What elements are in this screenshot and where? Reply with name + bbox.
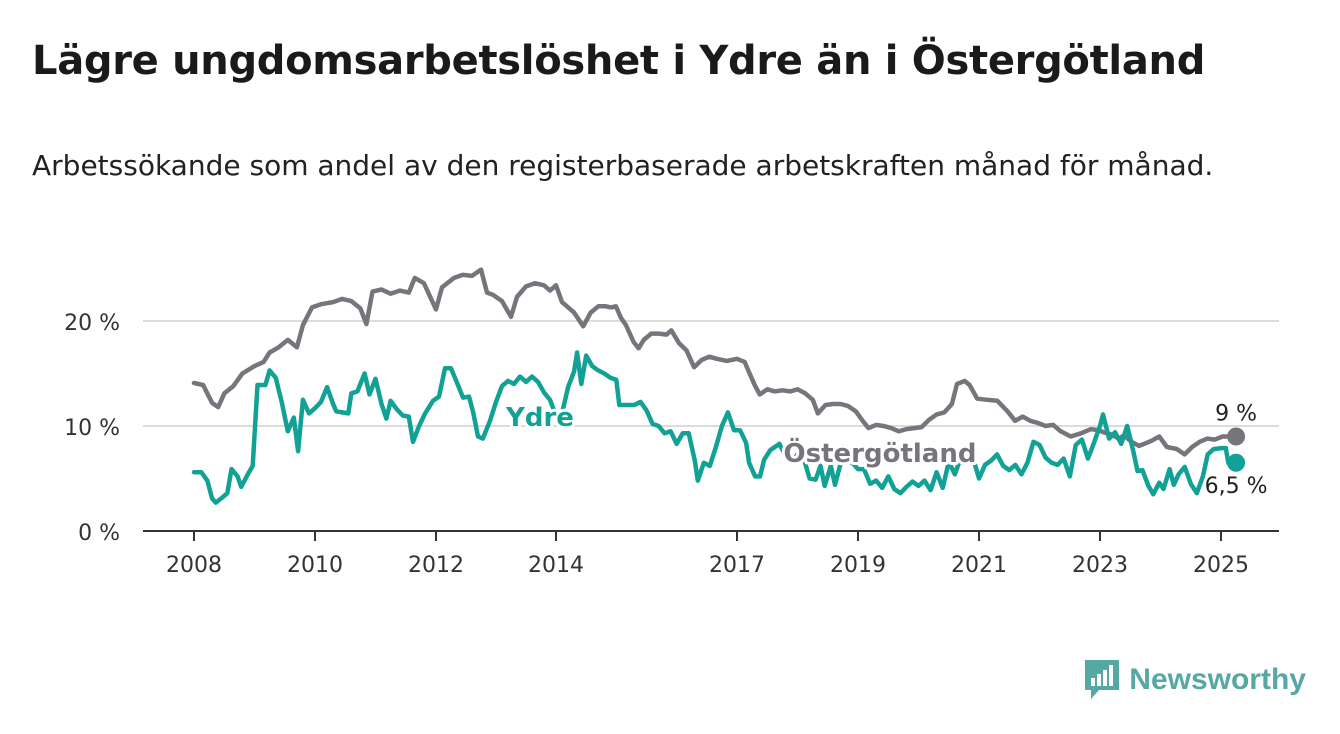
ostergotland-end-marker [1227,427,1246,446]
bar-chart-logo-icon [1085,660,1120,699]
series-line-ostergotland [191,267,1233,457]
x-tick-label: 2021 [951,553,1007,578]
x-axis-ticks: 2008 2010 2012 2014 2017 2019 2021 2023 2025 [143,530,1279,578]
x-tick-label: 2019 [830,553,886,578]
series-line-ydre [191,350,782,505]
ydre-end-marker [1227,453,1246,472]
ostergotland-series-label: Östergötland [784,436,977,469]
x-tick-label: 2010 [287,553,343,578]
y-tick-label: 0 % [78,521,120,546]
series-line-ydre-late [777,412,1233,497]
grid-lines [143,320,1279,427]
brand-name: Newsworthy [1129,663,1306,696]
y-tick-label: 10 % [64,416,120,441]
newsworthy-logo: Newsworthy [1085,660,1306,700]
x-tick-label: 2008 [166,553,222,578]
ydre-series-label-halo: Ydre [505,403,574,433]
x-tick-label: 2012 [408,553,464,578]
x-tick-label: 2014 [528,553,584,578]
series-lines [191,267,1233,505]
ostergotland-end-label: 9 % [1215,402,1257,427]
x-tick-label: 2025 [1193,553,1249,578]
ydre-end-label: 6,5 % [1205,474,1268,499]
chart-title: Lägre ungdomsarbetslöshet i Ydre än i Ös… [32,38,1206,84]
y-tick-label: 20 % [64,311,120,336]
x-tick-label: 2023 [1072,553,1128,578]
chart-subtitle: Arbetssökande som andel av den registerb… [32,149,1214,182]
ostergotland-series-label-halo: Östergötland [784,436,977,469]
x-tick-label: 2017 [709,553,765,578]
ydre-series-label: Ydre [505,403,574,433]
y-axis-ticks: 0 % 10 % 20 % [64,311,120,546]
